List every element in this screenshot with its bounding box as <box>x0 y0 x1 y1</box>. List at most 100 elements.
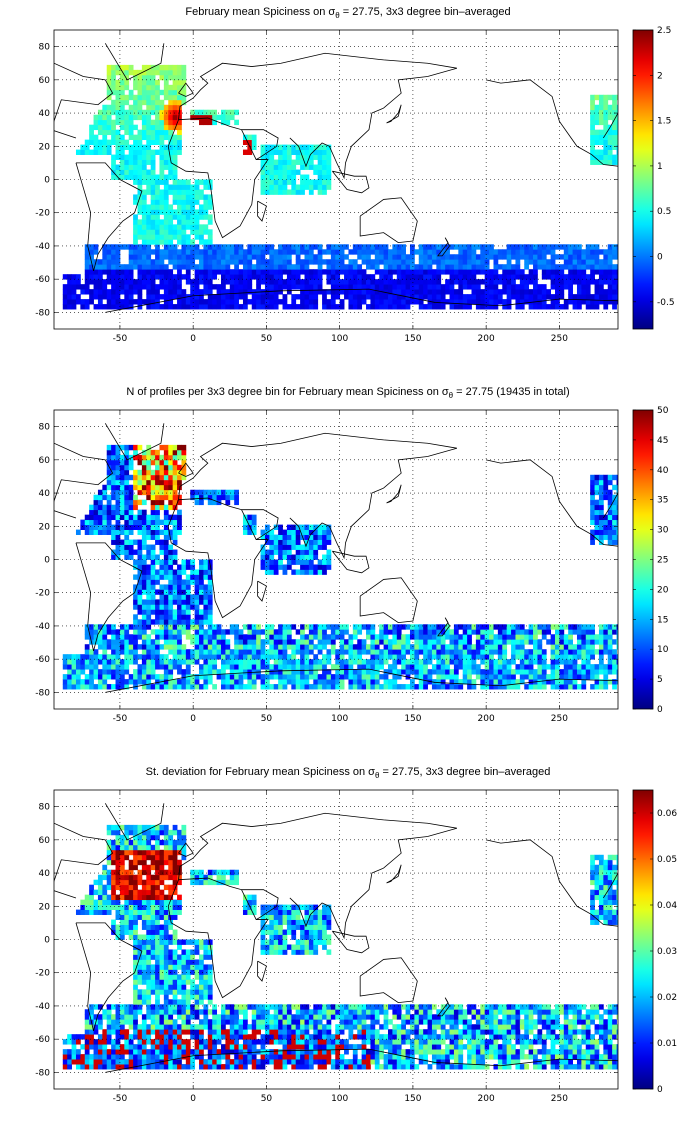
heatmap-cell <box>115 454 121 461</box>
heatmap-cell <box>207 629 213 635</box>
heatmap-cell <box>242 1059 248 1065</box>
heatmap-cell <box>111 289 116 295</box>
heatmap-cell <box>155 509 160 516</box>
heatmap-cell <box>612 134 617 141</box>
heatmap-cell <box>313 569 319 575</box>
heatmap-cell <box>431 629 437 635</box>
heatmap-cell <box>295 569 301 575</box>
heatmap-cell <box>163 84 169 91</box>
heatmap-cell <box>199 489 204 496</box>
heatmap-cell <box>119 494 125 501</box>
heatmap-cell <box>260 564 266 570</box>
heatmap-cell <box>418 634 424 640</box>
heatmap-cell <box>269 654 275 660</box>
heatmap-cell <box>568 654 573 660</box>
heatmap-cell <box>449 254 455 260</box>
heatmap-cell <box>392 269 398 275</box>
heatmap-cell <box>207 574 213 580</box>
heatmap-cell <box>216 489 222 496</box>
heatmap-cell <box>361 284 367 290</box>
heatmap-cell <box>199 579 204 585</box>
heatmap-cell <box>97 149 103 155</box>
heatmap-cell <box>546 244 552 250</box>
heatmap-cell <box>344 289 349 295</box>
heatmap-cell <box>607 534 613 540</box>
heatmap-cell <box>330 624 336 630</box>
heatmap-cell <box>150 104 156 111</box>
heatmap-cell <box>89 649 94 655</box>
heatmap-cell <box>471 254 477 260</box>
heatmap-cell <box>515 299 521 305</box>
heatmap-cell <box>264 559 270 565</box>
heatmap-cell <box>308 269 314 275</box>
heatmap-cell <box>576 1059 582 1065</box>
heatmap-cell <box>352 274 358 280</box>
heatmap-cell <box>414 624 420 630</box>
heatmap-cell <box>555 1059 560 1065</box>
heatmap-cell <box>155 499 160 506</box>
heatmap-cell <box>102 254 108 260</box>
heatmap-cell <box>234 1064 239 1070</box>
heatmap-cell <box>181 99 187 106</box>
heatmap-cell <box>124 299 130 305</box>
heatmap-cell <box>489 674 494 680</box>
heatmap-cell <box>440 669 446 675</box>
heatmap-cell <box>172 79 178 86</box>
heatmap-cell <box>598 664 604 670</box>
heatmap-cell <box>190 264 196 270</box>
heatmap-cell <box>207 254 213 260</box>
heatmap-cell <box>326 529 332 535</box>
heatmap-cell <box>511 649 516 655</box>
heatmap-cell <box>159 584 165 590</box>
heatmap-cell <box>533 259 538 265</box>
heatmap-cell <box>225 639 231 645</box>
heatmap-cell <box>212 119 218 126</box>
heatmap-cell <box>308 289 314 295</box>
heatmap-cell <box>247 624 253 630</box>
heatmap-cell <box>207 294 213 300</box>
heatmap-cell <box>335 1064 341 1070</box>
heatmap-cell <box>357 284 363 290</box>
heatmap-cell <box>119 264 125 270</box>
heatmap-cell <box>238 294 244 300</box>
heatmap-cell <box>80 654 86 660</box>
heatmap-cell <box>203 649 209 655</box>
heatmap-cell <box>106 644 112 650</box>
heatmap-cell <box>269 554 275 560</box>
heatmap-cell <box>84 524 90 530</box>
heatmap-cell <box>133 244 138 250</box>
heatmap-cell <box>335 654 341 660</box>
heatmap-cell <box>199 494 204 501</box>
heatmap-cell <box>89 139 94 146</box>
heatmap-cell <box>146 634 152 640</box>
heatmap-cell <box>102 139 108 146</box>
heatmap-cell <box>616 104 618 111</box>
heatmap-cell <box>177 599 182 605</box>
heatmap-cell <box>242 149 248 155</box>
heatmap-cell <box>111 249 116 255</box>
heatmap-cell <box>111 674 116 680</box>
heatmap-cell <box>515 294 521 300</box>
heatmap-cell <box>155 84 160 91</box>
heatmap-cell <box>616 484 618 491</box>
heatmap-cell <box>524 659 530 665</box>
heatmap-cell <box>172 259 178 265</box>
heatmap-cell <box>190 649 196 655</box>
heatmap-cell <box>409 664 415 670</box>
heatmap-cell <box>242 1064 248 1070</box>
heatmap-cell <box>150 194 156 200</box>
heatmap-cell <box>115 104 121 111</box>
heatmap-cell <box>361 269 367 275</box>
heatmap-cell <box>335 674 341 680</box>
heatmap-cell <box>440 299 446 305</box>
heatmap-cell <box>286 169 292 175</box>
heatmap-cell <box>119 634 125 640</box>
heatmap-cell <box>533 674 538 680</box>
heatmap-cell <box>357 659 363 665</box>
heatmap-cell <box>242 639 248 645</box>
heatmap-cell <box>291 174 297 180</box>
heatmap-cell <box>326 144 332 150</box>
heatmap-cell <box>97 669 103 675</box>
heatmap-cell <box>475 664 481 670</box>
heatmap-cell <box>133 199 138 205</box>
